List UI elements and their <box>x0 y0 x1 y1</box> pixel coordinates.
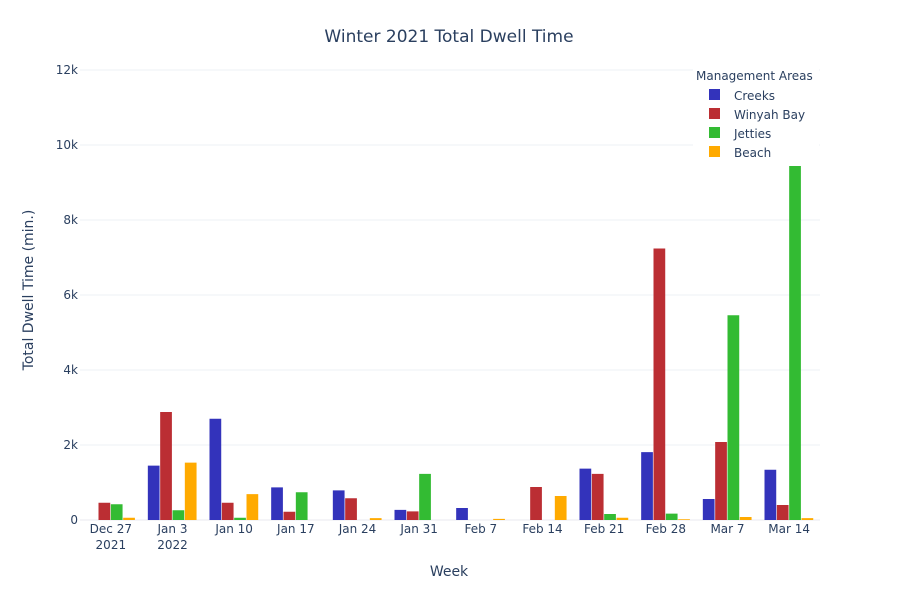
bar-creeks[interactable] <box>394 509 407 521</box>
x-tick-label: Feb 21 <box>584 522 624 536</box>
gridlines <box>80 69 820 521</box>
legend-swatch <box>709 89 720 100</box>
bar-beach[interactable] <box>739 517 752 520</box>
bar-beach[interactable] <box>801 518 814 521</box>
bar-beach[interactable] <box>493 518 505 521</box>
y-tick-label: 12k <box>56 63 78 77</box>
bar-beach[interactable] <box>246 494 259 521</box>
legend-swatch <box>709 127 720 138</box>
y-axis-title: Total Dwell Time (min.) <box>21 210 37 372</box>
x-tick-label: Feb 28 <box>646 522 686 536</box>
x-tick-label: 2021 <box>96 538 127 552</box>
y-tick-label: 2k <box>63 438 78 452</box>
bar-beach[interactable] <box>616 517 629 520</box>
bar-winyah-bay[interactable] <box>776 505 789 520</box>
x-axis-title: Week <box>430 564 469 580</box>
bar-winyah-bay[interactable] <box>221 502 234 520</box>
bar-winyah-bay[interactable] <box>160 412 172 520</box>
bar-creeks[interactable] <box>456 508 468 520</box>
bar-creeks[interactable] <box>271 487 283 521</box>
x-tick-label: Mar 14 <box>768 522 810 536</box>
x-tick-label: Jan 17 <box>276 522 315 536</box>
bar-jetties[interactable] <box>295 492 308 520</box>
x-tick-label: Mar 7 <box>710 522 744 536</box>
x-tick-label: Feb 14 <box>522 522 562 536</box>
bar-beach[interactable] <box>184 462 197 521</box>
bar-jetties[interactable] <box>789 166 801 520</box>
chart-title: Winter 2021 Total Dwell Time <box>324 27 573 47</box>
bar-beach[interactable] <box>678 519 690 520</box>
bar-jetties[interactable] <box>727 315 740 520</box>
legend-label[interactable]: Beach <box>734 146 771 160</box>
bar-creeks[interactable] <box>764 469 777 520</box>
bar-jetties[interactable] <box>234 517 246 520</box>
bar-winyah-bay[interactable] <box>98 502 111 520</box>
legend-label[interactable]: Creeks <box>734 89 775 103</box>
legend-label[interactable]: Winyah Bay <box>734 108 805 122</box>
bar-winyah-bay[interactable] <box>715 442 727 520</box>
x-tick-label: 2022 <box>157 538 188 552</box>
bar-jetties[interactable] <box>604 514 616 520</box>
x-tick-label: Dec 27 <box>90 522 132 536</box>
bar-creeks[interactable] <box>641 452 653 521</box>
y-axis-ticks: 0 2k 4k 6k 8k 10k 12k <box>56 63 78 527</box>
bar-jetties[interactable] <box>172 510 185 520</box>
bar-winyah-bay[interactable] <box>653 248 666 521</box>
bar-jetties[interactable] <box>110 504 123 520</box>
x-tick-label: Jan 31 <box>399 522 438 536</box>
legend-label[interactable]: Jetties <box>733 127 771 141</box>
legend: Management Areas Creeks Winyah Bay Jetties… <box>693 64 819 166</box>
y-tick-label: 10k <box>56 138 78 152</box>
y-tick-label: 6k <box>63 288 78 302</box>
bar-creeks[interactable] <box>332 490 345 521</box>
bar-jetties[interactable] <box>419 473 431 521</box>
y-tick-label: 0 <box>70 513 78 527</box>
legend-items: Creeks Winyah Bay Jetties Beach <box>709 89 805 160</box>
y-tick-label: 8k <box>63 213 78 227</box>
bar-creeks[interactable] <box>702 499 715 520</box>
bar-beach[interactable] <box>369 518 382 521</box>
legend-swatch <box>709 108 720 119</box>
bar-winyah-bay[interactable] <box>345 498 357 520</box>
bar-jetties[interactable] <box>665 513 678 521</box>
legend-title: Management Areas <box>696 69 813 83</box>
x-axis-ticks: Dec 27 2021 Jan 3 2022 Jan 10 Jan 17 Jan 24 Jan… <box>90 522 810 552</box>
bar-winyah-bay[interactable] <box>591 473 604 521</box>
bar-creeks[interactable] <box>147 465 160 521</box>
bar-beach[interactable] <box>554 496 567 520</box>
legend-swatch <box>709 146 720 157</box>
bar-creeks[interactable] <box>579 468 592 521</box>
x-tick-label: Feb 7 <box>464 522 497 536</box>
x-tick-label: Jan 10 <box>214 522 253 536</box>
y-tick-label: 4k <box>63 363 78 377</box>
x-tick-label: Jan 3 <box>157 522 188 536</box>
x-tick-label: Jan 24 <box>338 522 377 536</box>
bar-winyah-bay[interactable] <box>283 511 296 520</box>
bar-beach[interactable] <box>123 517 135 520</box>
bars <box>98 166 814 521</box>
bar-creeks[interactable] <box>209 418 222 520</box>
bar-winyah-bay[interactable] <box>406 511 419 521</box>
bar-winyah-bay[interactable] <box>530 487 542 520</box>
